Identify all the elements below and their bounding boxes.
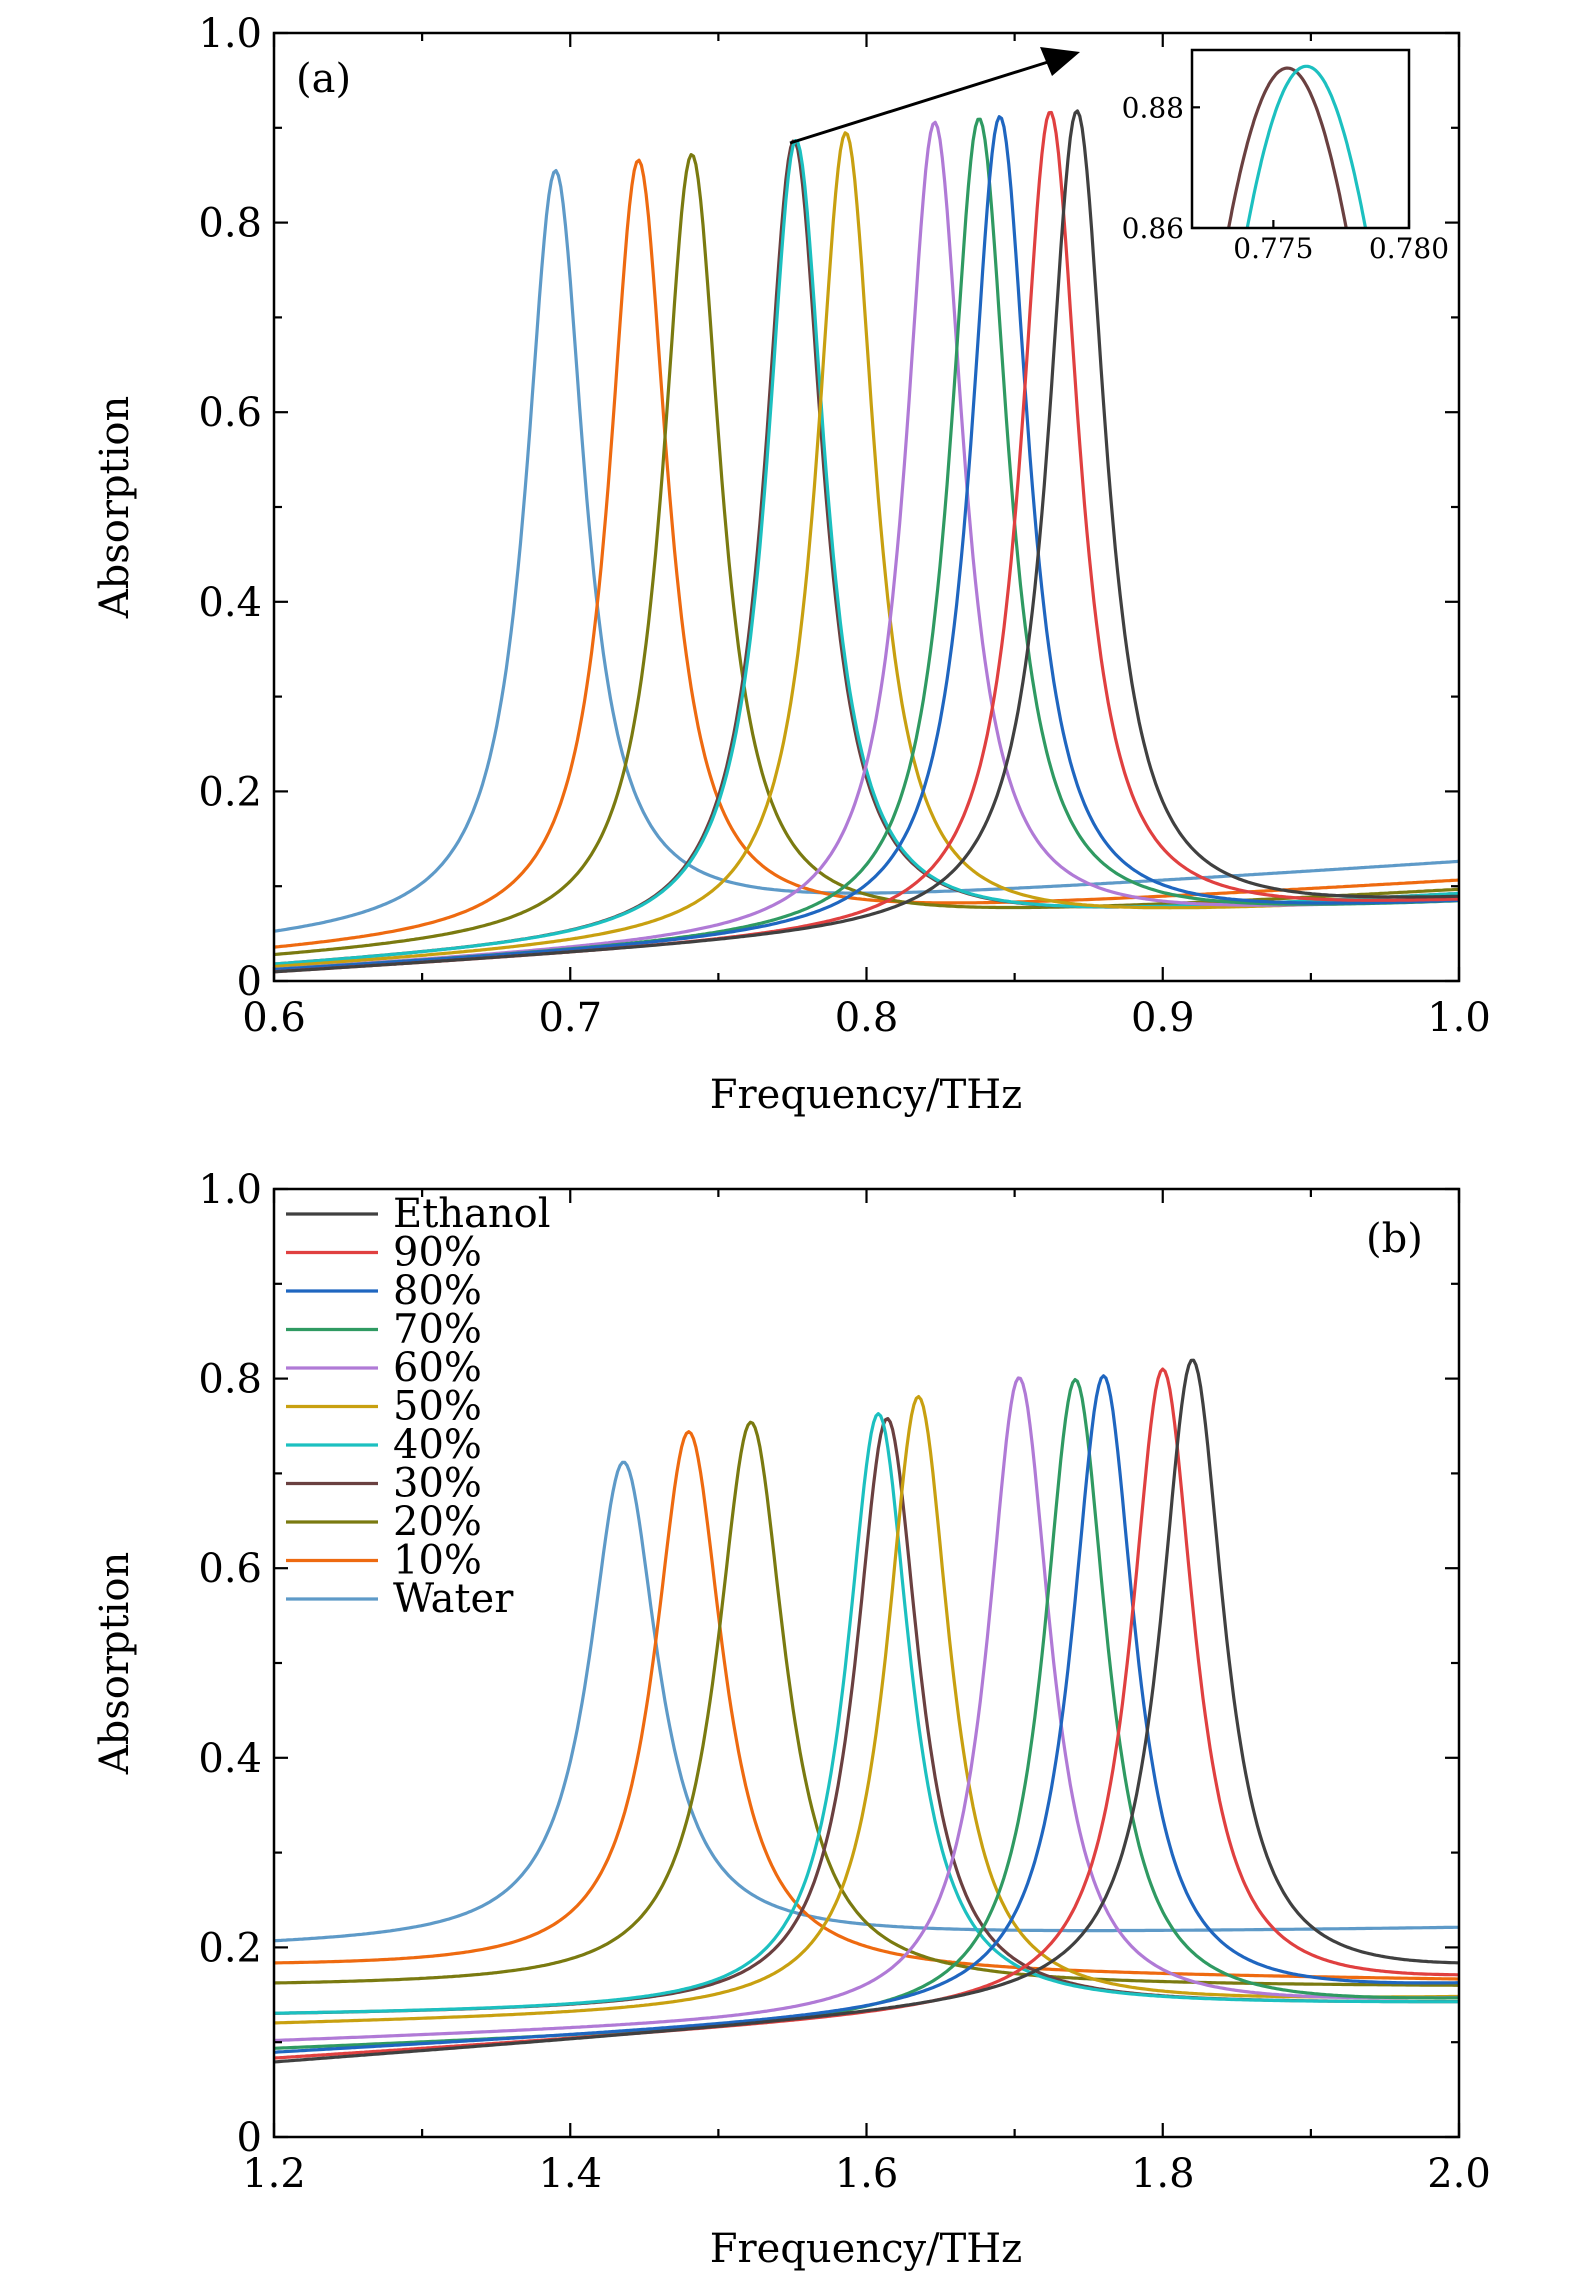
legend-label-80pct: 80% — [393, 1268, 482, 1314]
panel-b: 1.2 1.4 1.6 1.8 2.0 0 0.2 0.4 0.6 0.8 1.0 (b) Freq… — [92, 1167, 1491, 2272]
x-tick-label: 2.0 — [1427, 2151, 1491, 2197]
inset-x-tick-label: 0.780 — [1369, 232, 1449, 265]
y-tick-label: 0 — [237, 959, 262, 1005]
panel-b-curves — [274, 1358, 1459, 2064]
legend-label-20pct: 20% — [393, 1499, 482, 1545]
legend-label-10pct: 10% — [393, 1538, 482, 1584]
panel-b-series-40pct — [274, 1412, 1459, 2015]
panel-b-series-60pct — [274, 1376, 1459, 2043]
inset-frame — [1190, 48, 1411, 230]
x-tick-label: 0.6 — [242, 995, 306, 1041]
x-tick-label: 1.4 — [538, 2151, 602, 2197]
panel-a-curves — [274, 109, 1459, 974]
panel-a-label: (a) — [296, 56, 351, 102]
inset-curves — [1227, 64, 1368, 228]
panel-a-series-80pct — [274, 115, 1459, 972]
panel-b-series-ethanol — [274, 1358, 1459, 2064]
y-tick-label: 0.8 — [198, 201, 262, 247]
inset-plot: 0.775 0.780 0.86 0.88 — [1122, 48, 1449, 265]
panel-b-y-axis-title: Absorption — [92, 1552, 138, 1776]
panel-a-series-ethanol — [274, 109, 1459, 974]
panel-b-series-10pct — [274, 1430, 1459, 1981]
inset-y-tick-label: 0.88 — [1122, 91, 1184, 124]
x-tick-label: 1.8 — [1131, 2151, 1195, 2197]
legend-label-90pct: 90% — [393, 1230, 482, 1276]
zoom-arrow-head — [1040, 47, 1080, 76]
x-tick-label: 0.9 — [1131, 995, 1195, 1041]
legend-label-70pct: 70% — [393, 1307, 482, 1353]
y-tick-label: 0.4 — [198, 580, 262, 626]
legend-label-water: Water — [393, 1576, 514, 1622]
panel-a: 0.6 0.7 0.8 0.9 1.0 0 0.2 0.4 0.6 0.8 1.0 (a) Freq… — [92, 11, 1491, 1118]
panel-b-series-80pct — [274, 1374, 1459, 2054]
panel-a-y-axis-title: Absorption — [92, 396, 138, 620]
panel-b-x-axis-title: Frequency/THz — [710, 2226, 1022, 2272]
y-tick-label: 0.2 — [198, 769, 262, 815]
legend-label-50pct: 50% — [393, 1384, 482, 1430]
y-tick-label: 0.6 — [198, 390, 262, 436]
x-tick-label: 1.2 — [242, 2151, 306, 2197]
x-tick-label: 0.7 — [538, 995, 602, 1041]
zoom-arrow-line — [789, 60, 1049, 145]
panel-b-series-20pct — [274, 1420, 1459, 1987]
y-tick-label: 0 — [237, 2115, 262, 2161]
legend-label-60pct: 60% — [393, 1345, 482, 1391]
panel-b-ticks: 1.2 1.4 1.6 1.8 2.0 0 0.2 0.4 0.6 0.8 1.0 — [198, 1167, 1490, 2197]
x-tick-label: 0.8 — [835, 995, 899, 1041]
panel-a-ticks: 0.6 0.7 0.8 0.9 1.0 0 0.2 0.4 0.6 0.8 1.0 — [198, 11, 1490, 1041]
panel-b-series-50pct — [274, 1394, 1459, 2025]
inset-ticks: 0.775 0.780 0.86 0.88 — [1122, 91, 1449, 265]
inset-x-tick-label: 0.775 — [1233, 232, 1313, 265]
panel-a-x-axis-title: Frequency/THz — [710, 1072, 1022, 1118]
inset-y-tick-label: 0.86 — [1122, 212, 1184, 245]
legend-label-40pct: 40% — [393, 1422, 482, 1468]
y-tick-label: 0.4 — [198, 1736, 262, 1782]
legend-label-30pct: 30% — [393, 1461, 482, 1507]
x-tick-label: 1.0 — [1427, 995, 1491, 1041]
legend-label-ethanol: Ethanol — [393, 1191, 551, 1237]
y-tick-label: 0.2 — [198, 1925, 262, 1971]
y-tick-label: 1.0 — [198, 1167, 262, 1213]
y-tick-label: 0.8 — [198, 1357, 262, 1403]
inset-series-40pct — [1245, 64, 1368, 228]
panel-b-label: (b) — [1366, 1216, 1423, 1262]
y-tick-label: 1.0 — [198, 11, 262, 57]
inset-series-30pct — [1227, 66, 1348, 228]
panel-a-series-10pct — [274, 158, 1459, 949]
y-tick-label: 0.6 — [198, 1546, 262, 1592]
panel-a-series-water — [274, 169, 1459, 933]
panel-a-series-20pct — [274, 153, 1459, 957]
x-tick-label: 1.6 — [835, 2151, 899, 2197]
